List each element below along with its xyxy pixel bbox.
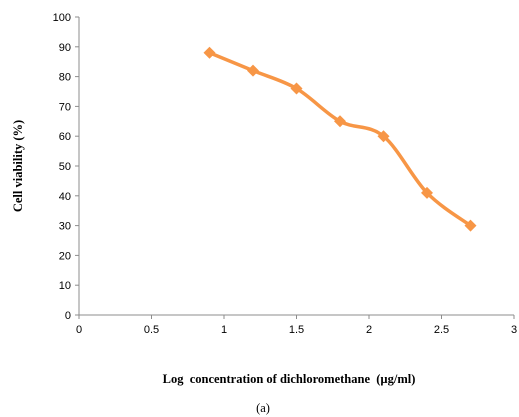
data-point-marker (421, 186, 433, 199)
y-tick-label: 10 (59, 280, 71, 292)
data-point-marker (247, 64, 259, 77)
x-tick-label: 2 (366, 324, 372, 336)
data-point-marker (377, 130, 390, 143)
y-tick-label: 0 (65, 310, 71, 322)
y-axis-ticks: 0 10 20 30 40 50 60 70 80 90 100 (53, 12, 79, 322)
y-tick-label: 40 (59, 191, 71, 203)
x-tick-label: 1.5 (289, 324, 304, 336)
data-points (203, 46, 477, 232)
data-point-marker (203, 46, 216, 59)
x-tick-label: 0.5 (144, 324, 159, 336)
x-tick-label: 2.5 (434, 324, 449, 336)
data-point-marker (290, 82, 303, 95)
axes (78, 17, 514, 316)
y-tick-label: 70 (59, 101, 71, 113)
data-point-marker (334, 115, 346, 128)
y-tick-label: 20 (59, 250, 71, 262)
figure-caption: (a) (256, 401, 270, 415)
y-tick-label: 90 (59, 42, 71, 54)
data-point-marker (464, 219, 477, 232)
y-tick-label: 60 (59, 131, 71, 143)
x-tick-label: 0 (76, 324, 82, 336)
y-tick-label: 80 (59, 72, 71, 84)
x-tick-label: 1 (221, 324, 227, 336)
y-tick-label: 100 (53, 12, 71, 24)
series-line (207, 51, 473, 228)
y-tick-label: 50 (59, 161, 71, 173)
y-axis-label: Cell viability (%) (11, 120, 25, 212)
x-axis-ticks: 0 0.5 1 1.5 2 2.5 3 (76, 315, 517, 336)
x-axis-label: Log concentration of dichloromethane (µg… (163, 372, 416, 386)
y-tick-label: 30 (59, 221, 71, 233)
x-tick-label: 3 (511, 324, 517, 336)
